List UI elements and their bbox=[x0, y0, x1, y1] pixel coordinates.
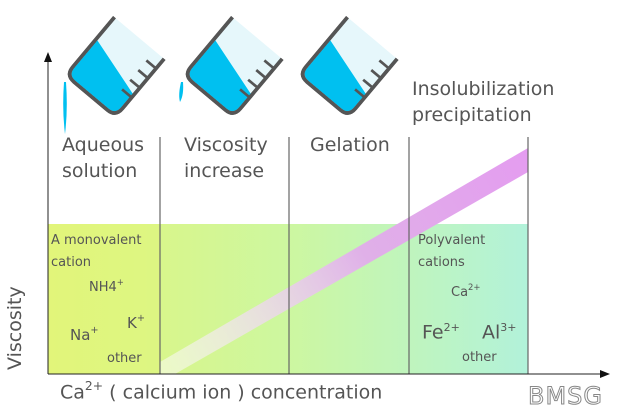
x-axis-arrow bbox=[600, 370, 610, 378]
ion-ca: Ca2+ bbox=[451, 282, 481, 300]
y-axis-label: Viscosity bbox=[4, 286, 26, 370]
title-line: A monovalent bbox=[51, 233, 142, 248]
stage-1-label: Aqueous solution bbox=[62, 136, 144, 187]
stage-label-line: precipitation bbox=[412, 104, 532, 126]
polyvalent-title: Polyvalent cations bbox=[418, 230, 485, 274]
ion-fe: Fe2+ bbox=[422, 321, 460, 344]
x-label-charge: 2+ bbox=[84, 379, 104, 393]
y-axis-arrow bbox=[44, 52, 52, 62]
title-line: Polyvalent bbox=[418, 233, 486, 248]
stage-label-line: Viscosity bbox=[184, 134, 268, 156]
ion-al: Al3+ bbox=[482, 321, 517, 344]
stage-label-line: Insolubilization bbox=[412, 78, 555, 100]
monovalent-zone bbox=[48, 224, 160, 374]
ion-nh4: NH4+ bbox=[89, 277, 124, 295]
stage-2-label: Viscosity increase bbox=[184, 136, 268, 187]
stage-dividers bbox=[159, 137, 529, 374]
monovalent-other: other bbox=[107, 351, 142, 366]
stage-4-label: Insolubilization precipitation bbox=[412, 80, 554, 131]
stage-label-line: increase bbox=[184, 160, 265, 182]
stage-3-label: Gelation bbox=[310, 134, 390, 156]
stage-label-line: Aqueous bbox=[62, 134, 145, 156]
title-line: cation bbox=[51, 255, 92, 270]
ion-k: K+ bbox=[127, 313, 146, 332]
ion-na: Na+ bbox=[70, 325, 99, 344]
watermark-logo: BMSG bbox=[527, 382, 604, 410]
beaker-icon-pouring bbox=[63, 15, 166, 134]
title-line: cations bbox=[418, 255, 465, 270]
viscosity-band bbox=[160, 148, 528, 374]
x-axis-label: Ca2+ ( calcium ion ) concentration bbox=[60, 380, 382, 403]
x-label-ion: Ca bbox=[60, 381, 85, 404]
monovalent-title: A monovalent cation bbox=[51, 230, 141, 274]
polyvalent-other: other bbox=[462, 350, 497, 365]
beaker-icon-dripping bbox=[179, 15, 284, 119]
x-label-text: ( calcium ion ) concentration bbox=[103, 381, 383, 404]
stage-label-line: solution bbox=[62, 160, 138, 182]
beaker-icon-gel bbox=[297, 15, 399, 119]
